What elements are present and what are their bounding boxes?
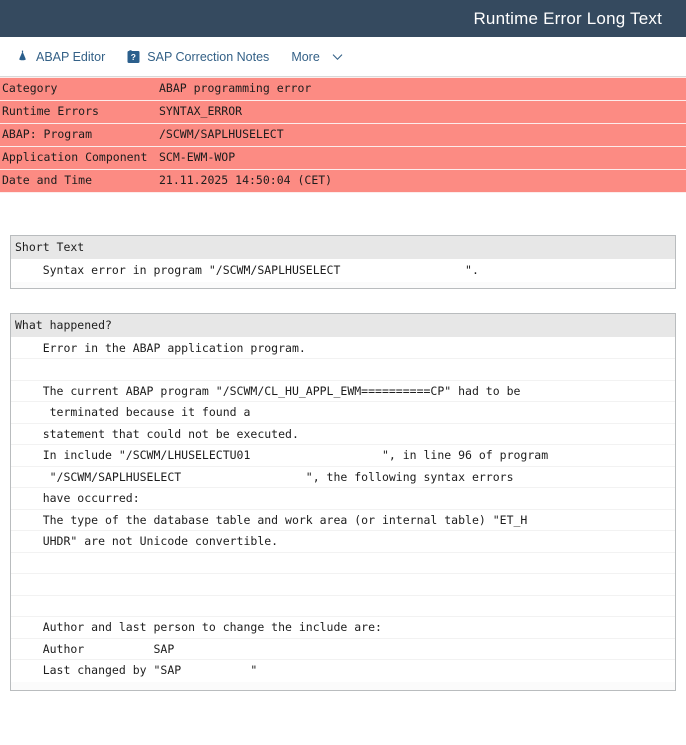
- svg-text:?: ?: [131, 52, 136, 62]
- text-line: UHDR" are not Unicode convertible.: [11, 531, 675, 553]
- more-menu-button[interactable]: More: [291, 49, 343, 64]
- abap-editor-label: ABAP Editor: [36, 49, 106, 64]
- text-line: In include "/SCWM/LHUSELECTU01 ", in lin…: [11, 445, 675, 467]
- table-row: Category ABAP programming error: [0, 77, 686, 101]
- summary-key: Date and Time: [2, 173, 93, 187]
- summary-value: SYNTAX_ERROR: [159, 104, 243, 118]
- table-row: Runtime Errors SYNTAX_ERROR: [0, 101, 686, 124]
- what-happened-card: What happened? Error in the ABAP applica…: [10, 312, 676, 691]
- abap-editor-icon: [16, 50, 29, 63]
- what-happened-body: Error in the ABAP application program. T…: [11, 337, 675, 682]
- summary-key: Category: [2, 81, 58, 95]
- error-summary-table: Category ABAP programming error Runtime …: [0, 77, 686, 193]
- more-label: More: [291, 49, 320, 64]
- card-footer-spacer: [11, 681, 675, 690]
- text-line: Author SAP: [11, 639, 675, 660]
- text-line: [11, 359, 675, 381]
- summary-key: Runtime Errors: [2, 104, 99, 118]
- text-line: Error in the ABAP application program.: [11, 338, 675, 359]
- text-line: "/SCWM/SAPLHUSELECT ", the following syn…: [11, 467, 675, 488]
- text-line: [11, 553, 675, 574]
- text-line: [11, 596, 675, 617]
- text-line: Syntax error in program "/SCWM/SAPLHUSEL…: [15, 263, 479, 277]
- table-row: ABAP: Program /SCWM/SAPLHUSELECT: [0, 124, 686, 147]
- summary-value: /SCWM/SAPLHUSELECT: [159, 127, 284, 141]
- sap-correction-notes-button[interactable]: ? SAP Correction Notes: [127, 50, 269, 64]
- text-line: statement that could not be executed.: [11, 424, 675, 445]
- summary-key: Application Component: [2, 150, 148, 164]
- short-text-heading: Short Text: [11, 236, 675, 260]
- text-line: The type of the database table and work …: [11, 510, 675, 531]
- page-title: Runtime Error Long Text: [473, 8, 662, 28]
- text-line: [11, 574, 675, 596]
- text-line: have occurred:: [11, 488, 675, 510]
- sap-correction-notes-label: SAP Correction Notes: [147, 49, 270, 64]
- card-footer-spacer: [11, 281, 675, 288]
- text-line: The current ABAP program "/SCWM/CL_HU_AP…: [11, 381, 675, 402]
- summary-value: 21.11.2025 14:50:04 (CET): [159, 173, 333, 187]
- summary-key: ABAP: Program: [2, 127, 93, 141]
- abap-editor-button[interactable]: ABAP Editor: [16, 50, 105, 64]
- spacer: [0, 193, 686, 235]
- table-row: Date and Time 21.11.2025 14:50:04 (CET): [0, 170, 686, 193]
- text-line: Author and last person to change the inc…: [11, 617, 675, 639]
- summary-value: ABAP programming error: [159, 81, 312, 95]
- what-happened-heading: What happened?: [11, 313, 675, 338]
- text-line: terminated because it found a: [11, 402, 675, 424]
- summary-value: SCM-EWM-WOP: [159, 150, 236, 164]
- short-text-card: Short Text Syntax error in program "/SCW…: [10, 235, 676, 289]
- app-header: Runtime Error Long Text: [0, 0, 686, 37]
- error-summary-rows: Category ABAP programming error Runtime …: [0, 77, 686, 193]
- action-toolbar: ABAP Editor ? SAP Correction Notes More: [0, 37, 686, 77]
- spacer: [0, 288, 686, 313]
- correction-notes-icon: ?: [127, 49, 140, 64]
- table-row: Application Component SCM-EWM-WOP: [0, 147, 686, 170]
- chevron-down-icon: [332, 53, 343, 61]
- text-line: Last changed by "SAP ": [15, 663, 258, 677]
- short-text-body: Syntax error in program "/SCWM/SAPLHUSEL…: [11, 260, 675, 282]
